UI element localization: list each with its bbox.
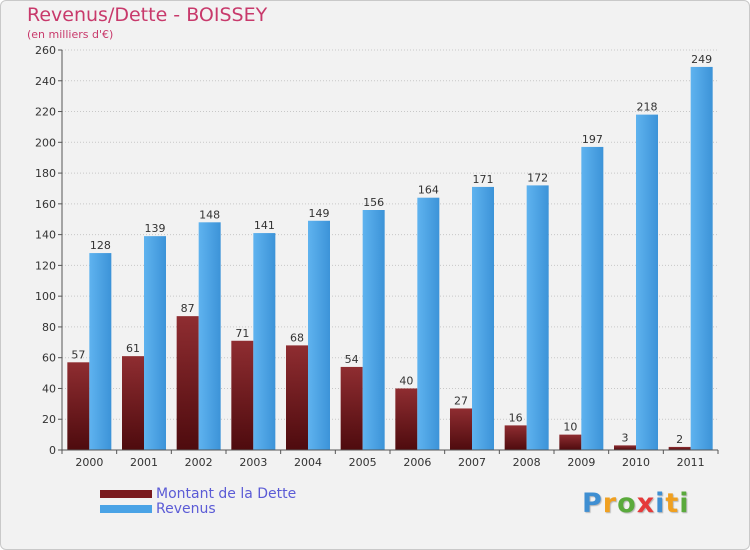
x-tick-label: 2011 <box>677 456 705 469</box>
bar-revenue <box>581 146 604 450</box>
x-tick-label: 2002 <box>185 456 213 469</box>
y-tick-label: 0 <box>49 444 56 457</box>
bar-debt <box>614 445 636 450</box>
data-label-debt: 87 <box>181 302 195 315</box>
bar-revenue <box>89 253 112 450</box>
data-label-revenue: 156 <box>363 196 384 209</box>
bar-debt <box>395 388 418 450</box>
data-label-revenue: 149 <box>309 207 330 220</box>
data-label-revenue: 249 <box>691 53 712 66</box>
x-tick-label: 2004 <box>294 456 322 469</box>
logo-letter: i <box>679 488 690 519</box>
x-tick-label: 2003 <box>239 456 267 469</box>
x-tick-label: 2010 <box>622 456 650 469</box>
x-tick-label: 2005 <box>349 456 377 469</box>
legend: Montant de la Dette Revenus <box>100 485 297 517</box>
logo-letter: o <box>617 488 637 519</box>
bar-revenue <box>526 185 549 450</box>
bar-revenue <box>417 197 440 450</box>
data-label-revenue: 128 <box>90 239 111 252</box>
chart-title: Revenus/Dette - BOISSEY <box>27 4 268 26</box>
bar-revenue <box>690 66 713 450</box>
data-label-debt: 61 <box>126 342 140 355</box>
bar-debt <box>286 345 308 450</box>
y-tick-label: 140 <box>35 229 56 242</box>
y-tick-label: 240 <box>35 75 56 88</box>
bar-debt <box>559 434 582 450</box>
plot-area <box>62 50 718 450</box>
x-tick-label: 2007 <box>458 456 486 469</box>
y-tick-label: 200 <box>35 136 56 149</box>
y-tick-label: 60 <box>42 352 56 365</box>
legend-label-debt: Montant de la Dette <box>156 485 297 502</box>
data-label-debt: 54 <box>345 353 359 366</box>
data-label-revenue: 139 <box>145 222 166 235</box>
data-label-revenue: 171 <box>473 173 494 186</box>
bar-debt <box>176 316 199 450</box>
proxiti-logo: Proxiti <box>582 488 690 519</box>
y-tick-label: 260 <box>35 44 56 57</box>
bar-debt <box>231 340 254 450</box>
data-label-debt: 40 <box>399 374 413 387</box>
bar-debt <box>340 366 363 450</box>
data-label-revenue: 197 <box>582 133 603 146</box>
bar-revenue <box>144 236 166 450</box>
y-tick-label: 20 <box>42 413 56 426</box>
bar-debt <box>504 425 527 450</box>
data-label-debt: 27 <box>454 394 468 407</box>
y-tick-label: 160 <box>35 198 56 211</box>
data-label-revenue: 172 <box>527 171 548 184</box>
data-label-debt: 71 <box>235 327 249 340</box>
y-tick-label: 100 <box>35 290 56 303</box>
bar-revenue <box>362 210 385 450</box>
data-label-debt: 10 <box>563 421 577 434</box>
y-tick-label: 80 <box>42 321 56 334</box>
y-tick-label: 120 <box>35 259 56 272</box>
bar-revenue <box>198 222 221 450</box>
bar-revenue <box>472 186 494 450</box>
legend-swatch-debt <box>100 489 152 498</box>
legend-item-revenue: Revenus <box>100 500 296 517</box>
data-label-revenue: 218 <box>637 101 658 114</box>
legend-item-debt: Montant de la Dette <box>100 485 297 502</box>
y-tick-label: 220 <box>35 106 56 119</box>
bar-revenue <box>253 233 276 450</box>
x-tick-label: 2000 <box>75 456 103 469</box>
logo-letter: r <box>602 488 618 519</box>
bar-revenue <box>308 220 330 450</box>
bar-debt <box>668 446 691 450</box>
data-label-debt: 68 <box>290 331 304 344</box>
x-tick-label: 2006 <box>403 456 431 469</box>
data-label-revenue: 164 <box>418 184 439 197</box>
x-tick-label: 2001 <box>130 456 158 469</box>
bar-debt <box>67 362 90 450</box>
logo-letter: x <box>636 488 656 519</box>
bar-revenue <box>636 114 658 450</box>
data-label-debt: 2 <box>676 433 683 446</box>
data-label-revenue: 141 <box>254 219 275 232</box>
data-label-debt: 57 <box>71 348 85 361</box>
legend-label-revenue: Revenus <box>156 500 216 517</box>
data-label-debt: 3 <box>622 431 629 444</box>
data-label-debt: 16 <box>509 411 523 424</box>
logo-letter: P <box>582 488 603 519</box>
x-tick-label: 2008 <box>513 456 541 469</box>
y-tick-label: 180 <box>35 167 56 180</box>
y-tick-label: 40 <box>42 382 56 395</box>
bar-debt <box>122 356 144 450</box>
chart-subtitle: (en milliers d'€) <box>27 28 114 41</box>
logo-letter: t <box>665 488 680 519</box>
legend-swatch-revenue <box>100 504 152 513</box>
data-label-revenue: 148 <box>199 208 220 221</box>
logo-letter: i <box>655 488 666 519</box>
x-tick-label: 2009 <box>567 456 595 469</box>
bar-debt <box>450 408 472 450</box>
